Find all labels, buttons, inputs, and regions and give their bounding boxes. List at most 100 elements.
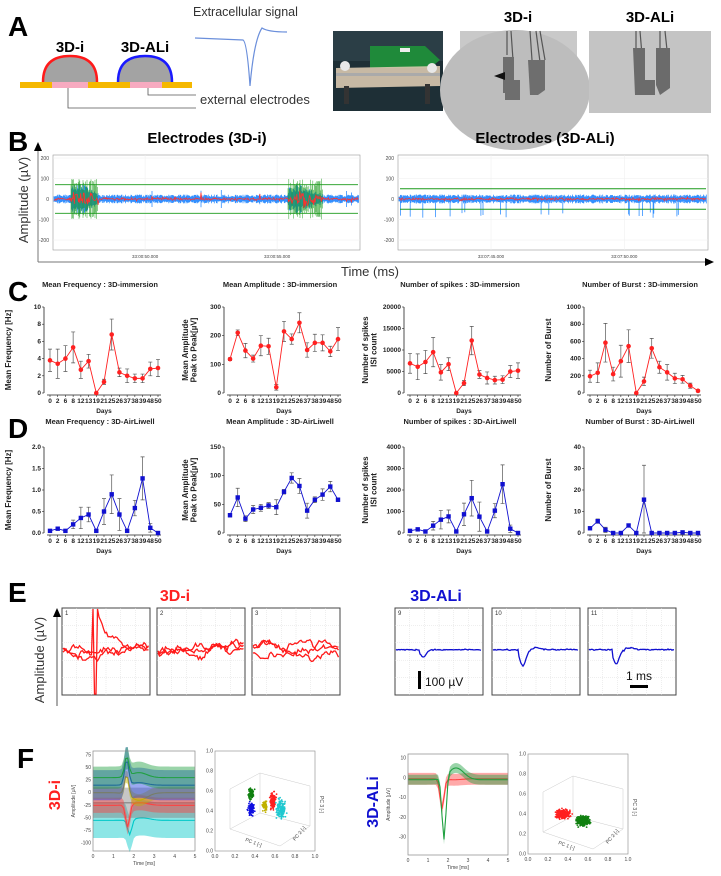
data-point (117, 512, 122, 517)
pca-point (281, 811, 284, 814)
data-point (274, 505, 279, 510)
pca-point (560, 815, 563, 818)
data-point (297, 320, 302, 326)
pca-point (554, 811, 557, 814)
pca-point (270, 797, 273, 800)
x-tick-label: 0.0 (212, 854, 219, 860)
x-tick-label: 0 (48, 538, 52, 545)
x-tick-label: 2 (447, 858, 450, 864)
x-tick-label: 0 (48, 398, 52, 405)
x-tick-label: 39 (679, 538, 687, 545)
x-tick-label: 13 (265, 398, 273, 405)
x-tick-label: 21 (100, 398, 108, 405)
y-tick-label: -200 (384, 238, 394, 244)
y-tick-label: -100 (384, 218, 394, 224)
pca-point (562, 812, 565, 815)
pca-point (277, 803, 279, 806)
data-point (610, 530, 616, 536)
pca-point (248, 802, 250, 805)
x-tick-label: 21 (280, 398, 288, 405)
pca-point (251, 792, 254, 795)
cluster-band (93, 746, 195, 789)
y-tick-label: 4000 (387, 444, 402, 451)
data-point (320, 340, 325, 346)
data-point (423, 359, 428, 365)
pca-point (262, 805, 265, 808)
cluster-mean-line (93, 761, 195, 786)
x-tick-label: 48 (507, 538, 515, 545)
data-point (147, 366, 153, 372)
data-point (124, 373, 130, 379)
chart-title: Number of spikes : 3D-AirLiwell (404, 417, 517, 426)
x-tick-label: 21 (460, 538, 468, 545)
pca-point (271, 799, 274, 801)
y-axis-label: Amplitude [µV] (71, 784, 77, 817)
data-point (320, 492, 325, 497)
external-electrodes-label: external electrodes (200, 92, 310, 107)
pca-point (271, 794, 274, 797)
data-point (327, 349, 333, 354)
y-axis-label: Amplitude [µV] (386, 788, 392, 821)
data-point (492, 508, 498, 513)
y-tick-label: 1.0 (519, 752, 526, 758)
pca-point (556, 815, 559, 817)
y-tick-label: -200 (39, 238, 49, 244)
y-axis-label: ISI count (370, 473, 379, 507)
y-tick-label: 20 (574, 487, 582, 494)
data-point (508, 526, 513, 531)
x-tick-label: 33:00:55.000 (264, 254, 291, 259)
pca-point (276, 813, 279, 816)
data-point (109, 492, 114, 497)
x-axis-label: Time [ms] (447, 865, 469, 871)
y-axis-label: Mean Frequency [Hz] (4, 449, 13, 530)
pca-point (261, 809, 264, 812)
data-point (454, 529, 459, 534)
data-point (328, 484, 333, 489)
x-tick-label: 1 (112, 854, 115, 860)
data-point (55, 526, 60, 531)
pca-point (589, 821, 592, 824)
x-tick-label: 38 (491, 398, 499, 405)
data-point (281, 329, 287, 334)
pca-point (281, 803, 284, 805)
data-point (227, 356, 233, 362)
x-axis-label: Days (276, 548, 292, 555)
electrode-photo-3dali (589, 30, 711, 113)
x-tick-label: 37 (484, 538, 492, 545)
data-point (641, 379, 647, 384)
y-axis-label: Number of spikes (361, 456, 370, 524)
y-tick-label: 2 (37, 373, 41, 380)
raw-trace-xlabel: Time (ms) (341, 264, 399, 279)
x-tick-label: 39 (319, 398, 327, 405)
box-number: 2 (160, 611, 164, 617)
pca-point (278, 815, 281, 818)
chart-title: Mean Frequency : 3D-AirLiwell (45, 417, 154, 426)
y-tick-label: 2.0 (32, 444, 41, 451)
y-tick-label: 0.6 (206, 789, 213, 795)
pca-point (278, 812, 281, 815)
data-point (423, 529, 428, 534)
x-tick-label: 12 (257, 538, 265, 545)
x-tick-label: 1 (427, 858, 430, 864)
data-point (289, 475, 294, 481)
x-tick-label: 26 (116, 538, 124, 545)
spike-waveform (252, 650, 340, 663)
y-axis-label: Mean Amplitude (181, 319, 190, 381)
x-axis-label: Days (96, 408, 112, 415)
data-point (273, 384, 279, 390)
y-tick-label: 1.5 (32, 466, 41, 473)
x-tick-label: 39 (499, 538, 507, 545)
y-tick-label: 400 (570, 356, 581, 363)
x-tick-label: 8 (431, 538, 435, 545)
spike-waveform (252, 638, 339, 655)
y-tick-label: 0.4 (206, 809, 213, 815)
box-number: 9 (398, 611, 402, 617)
y-tick-label: 0 (397, 390, 401, 397)
data-point (688, 530, 693, 536)
data-point (453, 390, 459, 396)
pca-point (250, 791, 252, 793)
box-number: 10 (495, 611, 502, 617)
data-point (132, 505, 138, 511)
cluster-mean-line (93, 817, 195, 837)
cluster-mean-line (408, 778, 508, 809)
